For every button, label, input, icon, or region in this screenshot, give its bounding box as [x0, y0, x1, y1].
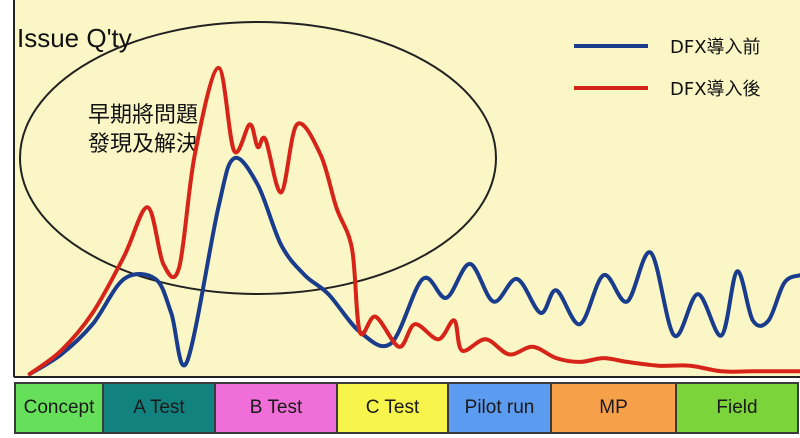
legend-label-dfx-after: DFX導入後	[670, 79, 761, 100]
phase-concept: Concept	[14, 384, 104, 432]
early-detection-ellipse	[19, 21, 497, 295]
phase-label: MP	[599, 397, 628, 418]
phase-label: B Test	[249, 397, 303, 418]
series-line-dfx-before	[27, 155, 800, 376]
y-axis-label: Issue Q'ty	[17, 23, 132, 53]
phase-label: C Test	[365, 397, 420, 418]
phase-b-test: B Test	[216, 384, 338, 432]
phase-pilot-run: Pilot run	[449, 384, 552, 432]
annotation-line-2: 發現及解決	[88, 132, 198, 157]
legend-label-dfx-before: DFX導入前	[670, 37, 761, 58]
chart-plot-area: Issue Q'ty 早期將問題 發現及解決 DFX導入前 DFX導入後	[13, 0, 800, 378]
phase-a-test: A Test	[104, 384, 216, 432]
phase-mp: MP	[552, 384, 677, 432]
phase-field: Field	[677, 384, 799, 432]
phase-c-test: C Test	[338, 384, 449, 432]
phase-label: Field	[716, 397, 758, 418]
annotation-line-1: 早期將問題	[88, 103, 198, 128]
phase-label: A Test	[133, 397, 185, 418]
phase-label: Pilot run	[464, 397, 535, 418]
phase-bar: Concept A Test B Test C Test Pilot run M…	[14, 382, 799, 434]
series-line-dfx-after	[27, 65, 800, 376]
legend: DFX導入前 DFX導入後	[574, 37, 761, 100]
phase-label: Concept	[23, 397, 95, 418]
